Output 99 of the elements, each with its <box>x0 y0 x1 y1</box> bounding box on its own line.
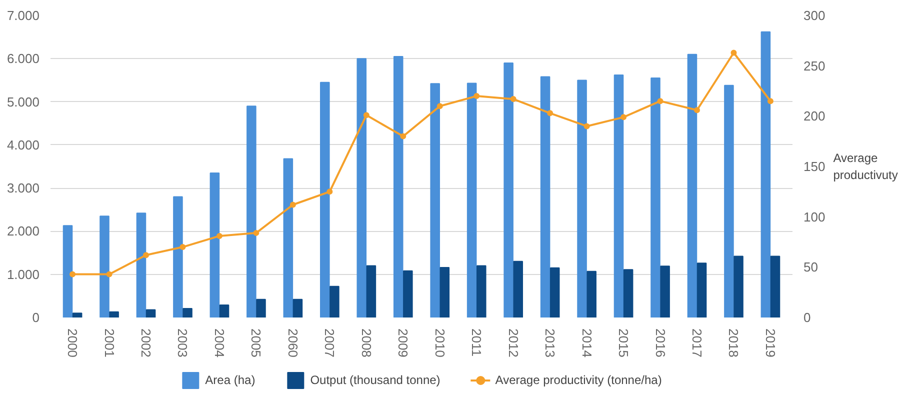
bar <box>219 304 230 318</box>
bar <box>366 265 376 318</box>
y2-tick-label: 300 <box>804 8 826 23</box>
y2-axis-title: Average productivuty <box>833 151 898 182</box>
point <box>474 93 480 100</box>
legend-label: Average productivity (tonne/ha) <box>495 373 662 387</box>
bar <box>734 256 744 318</box>
point <box>253 230 260 236</box>
bar <box>430 83 440 318</box>
bar <box>210 172 220 318</box>
x-tick-label: 2010 <box>432 328 448 358</box>
bar <box>182 308 192 318</box>
point <box>326 188 333 195</box>
x-tick-label: 2016 <box>652 328 668 358</box>
x-tick-label: 2017 <box>689 328 704 358</box>
y2-tick-label: 50 <box>804 260 818 275</box>
point <box>767 98 774 104</box>
point <box>70 271 76 278</box>
point <box>510 96 516 102</box>
point <box>547 110 554 116</box>
bar <box>650 78 660 318</box>
bar <box>586 270 596 318</box>
y-tick-label: 0 <box>32 310 40 325</box>
point <box>694 107 700 114</box>
y-tick-label: 7.000 <box>6 8 40 23</box>
x-tick-label: 2012 <box>506 328 521 358</box>
x-tick-label: 2004 <box>212 328 227 358</box>
y-tick-label: 4.000 <box>6 137 40 152</box>
bar <box>660 266 670 318</box>
bar <box>696 262 707 318</box>
bar <box>760 31 771 318</box>
x-tick-label: 2008 <box>358 328 374 358</box>
point <box>106 271 112 278</box>
bar <box>440 266 450 318</box>
y-tick-label: 5.000 <box>6 94 40 110</box>
point <box>290 202 296 208</box>
x-tick-label: 2009 <box>396 328 411 358</box>
bar <box>256 298 266 318</box>
point <box>216 232 222 239</box>
bar <box>330 286 340 318</box>
bar <box>100 216 110 318</box>
bar <box>356 58 367 318</box>
bar <box>476 265 486 318</box>
legend-label: Output (thousand tonne) <box>310 373 440 387</box>
point <box>363 112 370 118</box>
bar <box>540 76 550 318</box>
bar <box>687 54 698 318</box>
legend-label: Area (ha) <box>205 373 256 387</box>
bar <box>513 260 523 318</box>
bar <box>466 82 477 318</box>
bar <box>623 269 634 318</box>
point <box>657 98 664 104</box>
y-tick-label: 1.000 <box>6 266 40 282</box>
bar <box>109 311 119 318</box>
point <box>143 252 150 258</box>
y2-tick-label: 250 <box>804 58 826 74</box>
bar <box>136 212 146 318</box>
x-tick-label: 2000 <box>65 328 80 358</box>
bar <box>770 256 780 318</box>
x-tick-label: 2001 <box>102 328 117 358</box>
bar <box>724 84 734 318</box>
y2-tick-label: 200 <box>804 108 826 124</box>
y-tick-label: 3.000 <box>6 180 40 196</box>
bar <box>146 309 156 318</box>
point <box>400 133 406 140</box>
point <box>620 114 627 120</box>
y2-tick-label: 0 <box>804 310 811 325</box>
x-tick-label: 2019 <box>762 328 778 358</box>
point <box>730 50 737 56</box>
bar <box>550 267 560 318</box>
bar <box>614 74 624 318</box>
y-tick-label: 2.000 <box>6 224 40 239</box>
bar <box>504 62 514 318</box>
bar <box>72 312 82 318</box>
bar <box>403 270 413 318</box>
y2-tick-label: 100 <box>804 209 826 224</box>
y-tick-label: 6.000 <box>6 51 40 66</box>
x-tick-label: 2013 <box>542 328 558 358</box>
x-tick-label: 2060 <box>285 328 300 358</box>
point <box>584 123 590 130</box>
point <box>180 244 186 250</box>
x-tick-label: 2002 <box>138 328 154 358</box>
x-tick-label: 2007 <box>322 328 338 358</box>
bar <box>62 225 73 318</box>
bar <box>292 298 303 318</box>
x-tick-label: 2011 <box>469 328 484 356</box>
point <box>436 103 443 110</box>
x-tick-label: 2015 <box>616 328 632 358</box>
x-tick-label: 2005 <box>248 328 264 358</box>
bar <box>283 158 294 318</box>
y2-tick-label: 150 <box>804 159 826 174</box>
bar <box>246 106 256 318</box>
bar <box>320 82 330 318</box>
x-tick-label: 2014 <box>579 328 594 358</box>
bar <box>393 56 404 318</box>
bar <box>173 196 183 318</box>
bar <box>577 80 587 318</box>
x-tick-label: 2018 <box>726 328 742 358</box>
x-tick-label: 2003 <box>175 328 190 358</box>
